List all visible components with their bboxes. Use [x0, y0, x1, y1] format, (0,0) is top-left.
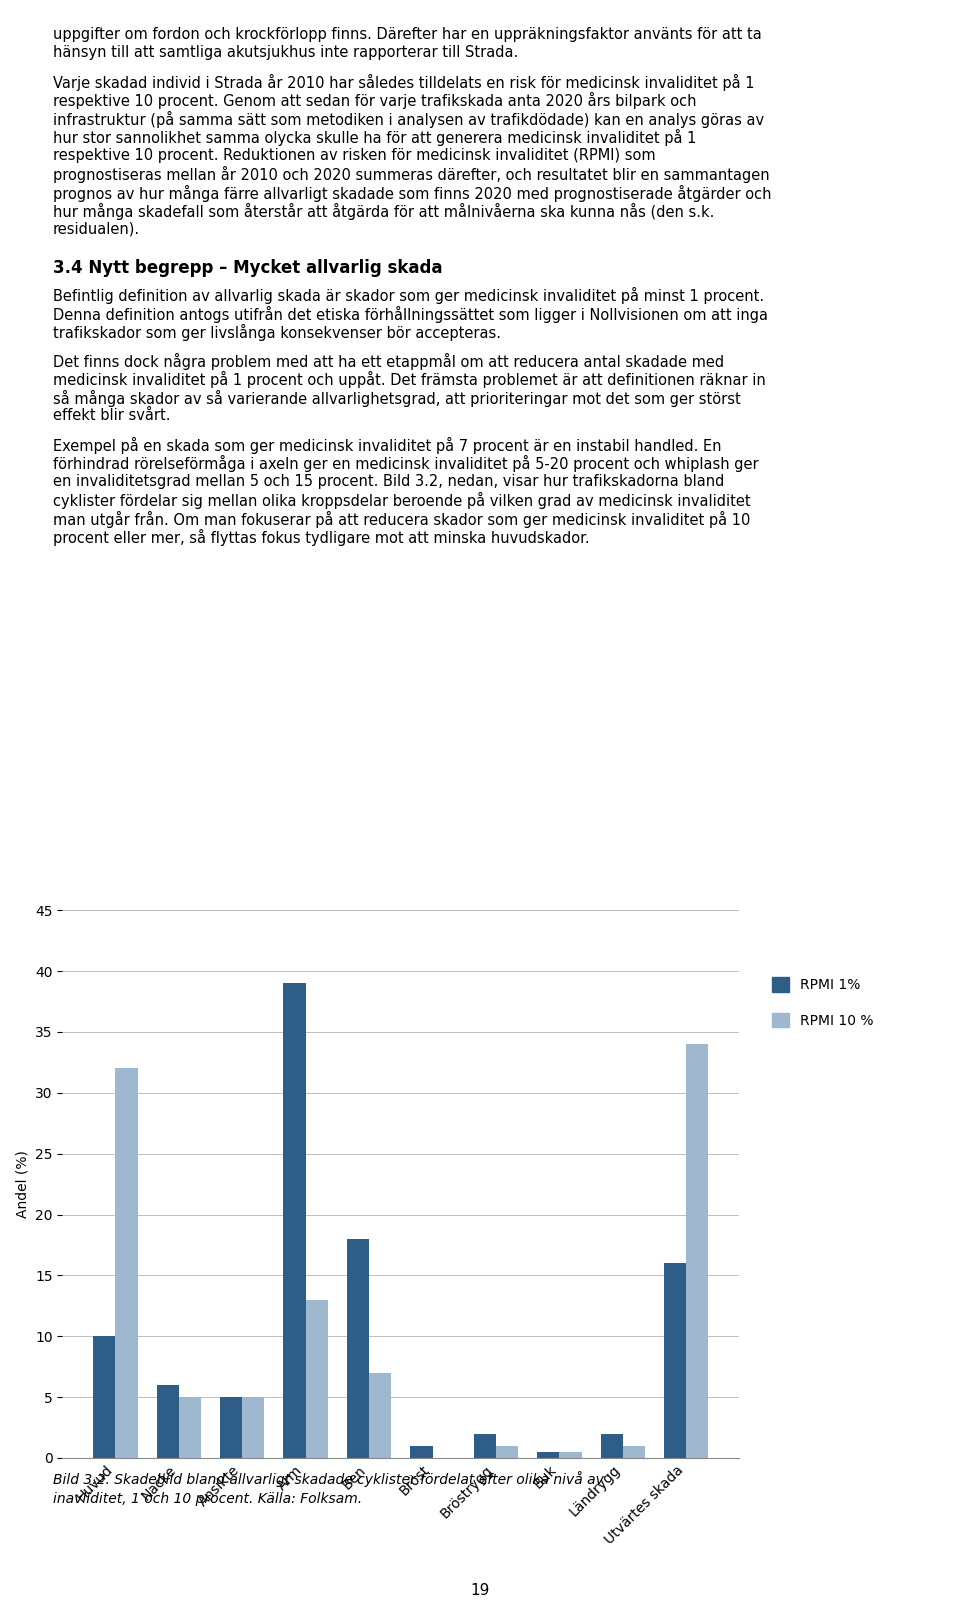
Bar	[369, 1373, 392, 1458]
Bar	[560, 1452, 582, 1458]
Legend: RPMI 1%, RPMI 10 %: RPMI 1%, RPMI 10 %	[766, 971, 878, 1034]
Bar	[623, 1445, 645, 1458]
Bar	[305, 1300, 328, 1458]
Bar	[347, 1239, 369, 1458]
Text: Befintlig definition av allvarlig skada är skador som ger medicinsk invaliditet : Befintlig definition av allvarlig skada …	[53, 287, 764, 304]
Bar	[156, 1385, 179, 1458]
Text: hur stor sannolikhet samma olycka skulle ha för att generera medicinsk invalidit: hur stor sannolikhet samma olycka skulle…	[53, 129, 696, 147]
Text: trafikskador som ger livslånga konsekvenser bör accepteras.: trafikskador som ger livslånga konsekven…	[53, 324, 501, 342]
Text: en invaliditetsgrad mellan 5 och 15 procent. Bild 3.2, nedan, visar hur trafiksk: en invaliditetsgrad mellan 5 och 15 proc…	[53, 474, 724, 488]
Text: prognos av hur många färre allvarligt skadade som finns 2020 med prognostiserade: prognos av hur många färre allvarligt sk…	[53, 185, 771, 201]
Text: Denna definition antogs utifrån det etiska förhållningssättet som ligger i Nollv: Denna definition antogs utifrån det etis…	[53, 306, 768, 322]
Text: uppgifter om fordon och krockförlopp finns. Därefter har en uppräkningsfaktor an: uppgifter om fordon och krockförlopp fin…	[53, 26, 761, 42]
Bar	[686, 1044, 708, 1458]
Text: cyklister fördelar sig mellan olika kroppsdelar beroende på vilken grad av medic: cyklister fördelar sig mellan olika krop…	[53, 491, 751, 509]
Bar	[538, 1452, 560, 1458]
Text: prognostiseras mellan år 2010 och 2020 summeras därefter, och resultatet blir en: prognostiseras mellan år 2010 och 2020 s…	[53, 166, 769, 184]
Bar	[93, 1336, 115, 1458]
Bar	[496, 1445, 518, 1458]
Bar	[115, 1068, 137, 1458]
Text: procent eller mer, så flyttas fokus tydligare mot att minska huvudskador.: procent eller mer, så flyttas fokus tydl…	[53, 528, 589, 546]
Bar	[473, 1434, 496, 1458]
Text: Varje skadad individ i Strada år 2010 har således tilldelats en risk för medicin: Varje skadad individ i Strada år 2010 ha…	[53, 74, 755, 90]
Text: medicinsk invaliditet på 1 procent och uppåt. Det främsta problemet är att defin: medicinsk invaliditet på 1 procent och u…	[53, 371, 765, 388]
Bar	[601, 1434, 623, 1458]
Text: man utgår från. Om man fokuserar på att reducera skador som ger medicinsk invali: man utgår från. Om man fokuserar på att …	[53, 511, 750, 527]
Bar	[179, 1397, 201, 1458]
Bar	[242, 1397, 264, 1458]
Text: respektive 10 procent. Reduktionen av risken för medicinsk invaliditet (RPMI) so: respektive 10 procent. Reduktionen av ri…	[53, 148, 656, 163]
Text: effekt blir svårt.: effekt blir svårt.	[53, 408, 170, 424]
Text: förhindrad rörelseförmåga i axeln ger en medicinsk invaliditet på 5-20 procent o: förhindrad rörelseförmåga i axeln ger en…	[53, 454, 758, 472]
Text: residualen).: residualen).	[53, 222, 140, 237]
Bar	[220, 1397, 242, 1458]
Bar	[664, 1263, 686, 1458]
Y-axis label: Andel (%): Andel (%)	[15, 1150, 30, 1218]
Text: hänsyn till att samtliga akutsjukhus inte rapporterar till Strada.: hänsyn till att samtliga akutsjukhus int…	[53, 45, 518, 60]
Text: Det finns dock några problem med att ha ett etappmål om att reducera antal skada: Det finns dock några problem med att ha …	[53, 353, 724, 369]
Text: respektive 10 procent. Genom att sedan för varje trafikskada anta 2020 års bilpa: respektive 10 procent. Genom att sedan f…	[53, 92, 696, 110]
Text: Bild 3.2. Skadebild bland allvarligt skadade cyklister fördelat efter olika nivå: Bild 3.2. Skadebild bland allvarligt ska…	[53, 1471, 604, 1506]
Text: 19: 19	[470, 1584, 490, 1598]
Text: Exempel på en skada som ger medicinsk invaliditet på 7 procent är en instabil ha: Exempel på en skada som ger medicinsk in…	[53, 437, 721, 454]
Text: 3.4 Nytt begrepp – Mycket allvarlig skada: 3.4 Nytt begrepp – Mycket allvarlig skad…	[53, 258, 443, 277]
Text: så många skador av så varierande allvarlighetsgrad, att prioriteringar mot det s: så många skador av så varierande allvarl…	[53, 390, 740, 406]
Bar	[410, 1445, 433, 1458]
Text: infrastruktur (på samma sätt som metodiken i analysen av trafikdödade) kan en an: infrastruktur (på samma sätt som metodik…	[53, 111, 764, 127]
Text: hur många skadefall som återstår att åtgärda för att målnivåerna ska kunna nås (: hur många skadefall som återstår att åtg…	[53, 203, 714, 221]
Bar	[283, 983, 305, 1458]
